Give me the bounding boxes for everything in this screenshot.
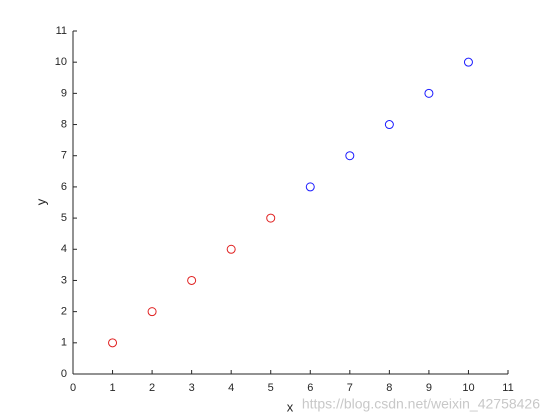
y-tick-label: 8 [61,118,67,130]
y-tick-label: 7 [61,150,67,162]
y-tick-label: 5 [61,212,67,224]
x-tick-label: 7 [347,382,353,394]
y-tick-label: 3 [61,274,67,286]
point [226,244,236,254]
y-tick-label: 2 [61,306,67,318]
x-tick-label: 2 [149,382,155,394]
y-tick-label: 0 [61,368,67,380]
x-tick-label: 3 [189,382,195,394]
x-tick-label: 1 [109,382,115,394]
watermark: https://blog.csdn.net/weixin_42758426 [302,396,540,412]
x-tick-label: 8 [386,382,392,394]
x-tick-label: 10 [462,382,474,394]
y-tick-label: 10 [55,56,67,68]
point [463,57,473,67]
y-axis-label: y [33,198,48,205]
point [187,275,197,285]
y-tick-label: 9 [61,87,67,99]
point [384,120,394,130]
point [147,307,157,317]
x-axis-label: x [287,399,294,414]
y-tick-label: 11 [56,25,67,37]
point [108,338,118,348]
x-tick-label: 5 [268,382,274,394]
y-tick-label: 4 [61,243,67,255]
point [424,88,434,98]
x-tick-label: 6 [307,382,313,394]
y-tick-label: 1 [61,337,67,349]
point [305,182,315,192]
x-tick-label: 9 [426,382,432,394]
x-tick-label: 4 [228,382,234,394]
point [345,151,355,161]
x-tick-label: 0 [70,382,76,394]
point [266,213,276,223]
x-tick-label: 11 [502,382,513,394]
y-tick-label: 6 [61,181,67,193]
